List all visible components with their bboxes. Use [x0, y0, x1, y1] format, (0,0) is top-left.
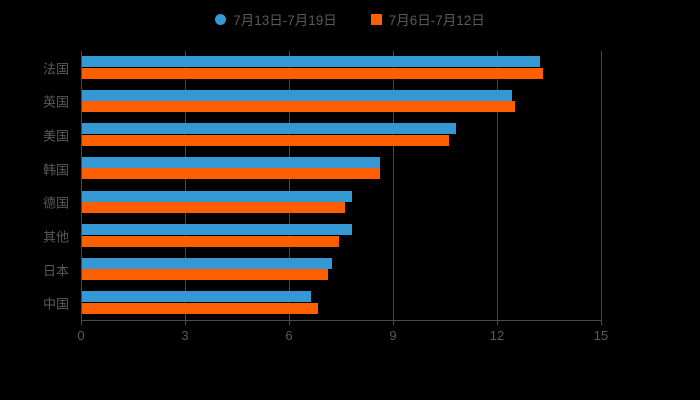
- chart-legend: 7月13日-7月19日 7月6日-7月12日: [0, 6, 700, 32]
- bar-series-b[interactable]: [82, 202, 346, 213]
- category-label: 法国: [42, 61, 69, 77]
- gridline: [601, 51, 602, 320]
- bar-series-b[interactable]: [82, 235, 339, 247]
- bar-series-b[interactable]: [82, 67, 544, 79]
- circle-marker-icon: [215, 13, 227, 25]
- gridline: [185, 51, 186, 320]
- x-axis-tick: [601, 320, 602, 325]
- bar-series-a[interactable]: [82, 190, 353, 202]
- y-axis-line: [81, 51, 82, 320]
- legend-label-series-a: 7月13日-7月19日: [233, 13, 337, 28]
- bar-group-row: 英国: [43, 85, 601, 119]
- x-axis-tick: [289, 320, 290, 325]
- bar-group-row: 韩国: [43, 152, 601, 186]
- bar-group-row: 日本: [43, 253, 601, 287]
- bar-series-a[interactable]: [82, 224, 353, 236]
- gridline: [393, 51, 394, 320]
- bar-series-a[interactable]: [82, 89, 512, 101]
- bar-series-a[interactable]: [82, 156, 381, 168]
- category-label: 中国: [42, 296, 69, 312]
- bar-series-b[interactable]: [82, 302, 318, 314]
- x-axis-tick-label: 3: [181, 328, 189, 343]
- x-axis-line: [81, 320, 601, 321]
- bar-series-a[interactable]: [82, 291, 311, 303]
- x-axis-tick: [185, 320, 186, 325]
- bar-group-row: 美国: [43, 118, 601, 152]
- x-axis-tick-label: 12: [489, 328, 505, 343]
- bar-group-row: 其他: [43, 219, 601, 253]
- x-axis-tick: [393, 320, 394, 325]
- x-axis-tick: [497, 320, 498, 325]
- square-marker-icon: [370, 13, 382, 25]
- bar-group-row: 法国: [43, 51, 601, 85]
- bar-series-b[interactable]: [82, 134, 450, 146]
- legend-label-series-b: 7月6日-7月12日: [388, 13, 485, 28]
- x-axis-tick: [81, 320, 82, 325]
- category-label: 美国: [42, 128, 69, 144]
- x-axis-tick-label: 9: [389, 328, 397, 343]
- category-label: 英国: [42, 94, 69, 110]
- bar-series-a[interactable]: [82, 123, 457, 135]
- bar-series-a[interactable]: [82, 257, 332, 269]
- category-label: 其他: [42, 229, 69, 245]
- bar-series-b[interactable]: [82, 269, 329, 281]
- bar-group-row: 中国: [43, 286, 601, 320]
- category-label: 韩国: [42, 162, 69, 178]
- legend-entry-series-b[interactable]: 7月6日-7月12日: [370, 9, 485, 29]
- bar-group-row: 德国: [43, 186, 601, 220]
- x-axis-tick-label: 6: [285, 328, 293, 343]
- plot-area: 法国英国美国韩国德国其他日本中国 0 3 6 9 12 15: [43, 51, 608, 343]
- category-label: 日本: [42, 263, 69, 279]
- x-axis-tick-label: 15: [593, 328, 609, 343]
- gridline: [289, 51, 290, 320]
- bar-series-b[interactable]: [82, 101, 516, 113]
- x-axis-tick-label: 0: [77, 328, 85, 343]
- gridline: [497, 51, 498, 320]
- bar-series-b[interactable]: [82, 168, 381, 180]
- legend-entry-series-a[interactable]: 7月13日-7月19日: [215, 9, 337, 29]
- category-label: 德国: [42, 195, 69, 211]
- bar-series-a[interactable]: [82, 56, 540, 67]
